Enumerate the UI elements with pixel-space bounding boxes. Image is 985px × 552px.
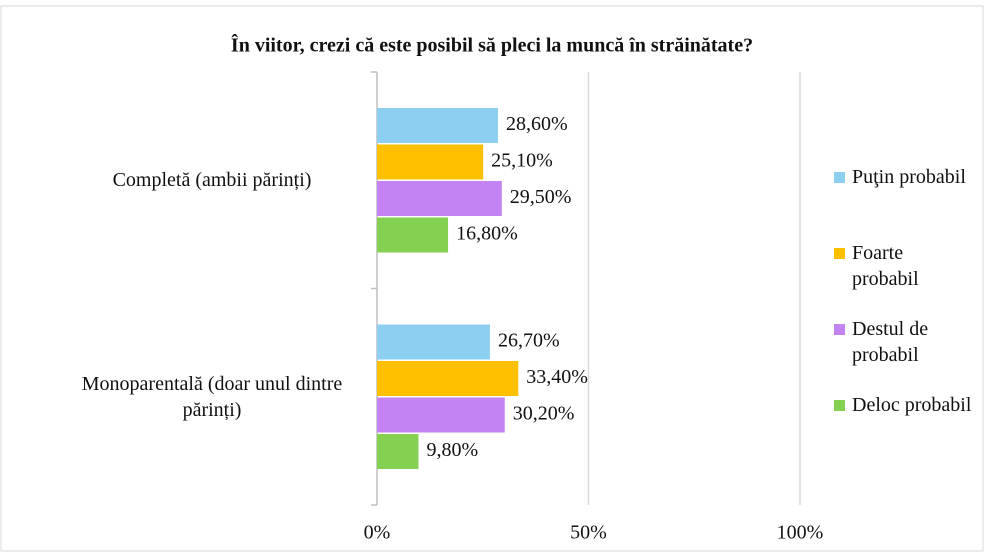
bar (377, 108, 498, 143)
legend-label: Foarte probabil (852, 242, 919, 290)
y-tick-label: Monoparentală (doar unul dintre părinți) (81, 372, 343, 421)
x-tick-label: 0% (364, 522, 391, 544)
data-label: 30,20% (513, 403, 575, 425)
bar (377, 324, 490, 360)
legend-label: Puţin probabil (852, 166, 966, 188)
legend-label: Deloc probabil (852, 394, 972, 416)
bar (377, 144, 484, 180)
data-label: 25,10% (491, 150, 553, 172)
data-label: 16,80% (456, 223, 518, 245)
bar (377, 217, 449, 253)
data-label: 26,70% (498, 330, 560, 352)
legend-swatch (834, 172, 845, 183)
legend-label: Destul de probabil (852, 318, 929, 366)
x-tick-label: 100% (777, 522, 824, 544)
data-label: 28,60% (506, 113, 568, 135)
bar (377, 361, 519, 396)
frame (0, 5, 984, 552)
legend-swatch (834, 248, 845, 259)
y-tick-label: Completă (ambii părinți) (112, 169, 312, 192)
bar (377, 397, 505, 433)
data-label: 33,40% (526, 366, 588, 388)
x-tick-label: 50% (570, 522, 607, 544)
bar (377, 434, 419, 469)
bar (377, 181, 502, 216)
legend-swatch (834, 324, 845, 335)
chart-title: În viitor, crezi că este posibil să plec… (231, 33, 753, 57)
data-label: 29,50% (510, 186, 572, 208)
data-label: 9,80% (426, 439, 478, 461)
legend-swatch (834, 400, 845, 411)
